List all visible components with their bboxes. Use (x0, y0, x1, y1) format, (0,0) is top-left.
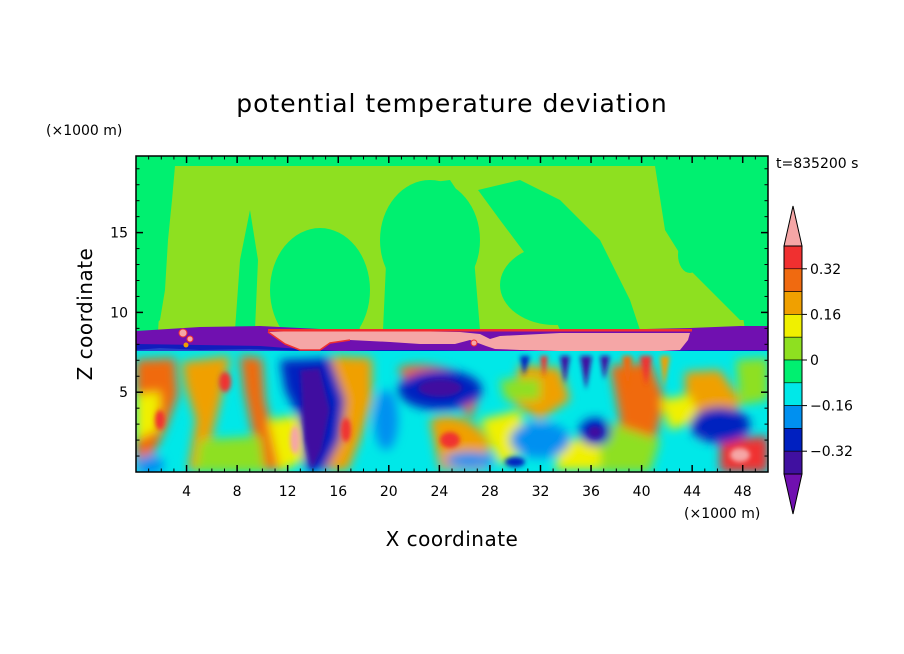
y-tick-label: 10 (110, 305, 128, 321)
x-unit-label: (×1000 m) (684, 506, 760, 522)
upper-negative-patches (136, 156, 768, 352)
colorbar-bin (783, 336, 803, 361)
colorbar-bin (783, 291, 803, 315)
y-axis-label: Z coordinate (73, 248, 97, 381)
colorbar-labels: 0.32 0.16 0 −0.16 −0.32 (802, 262, 853, 460)
y-tick-label: 15 (110, 226, 128, 242)
colorbar-extend-top (783, 205, 803, 247)
plot-field (136, 156, 768, 472)
colorbar-bin (783, 314, 803, 338)
chart-title: potential temperature deviation (236, 89, 667, 118)
colorbar-bin (783, 428, 803, 452)
x-tick-label: 32 (532, 484, 550, 500)
x-axis-label: X coordinate (386, 527, 519, 551)
x-tick-label: 8 (233, 484, 242, 500)
x-tick-label: 24 (430, 484, 448, 500)
colorbar-tick-label: 0 (810, 353, 819, 369)
colorbar (783, 205, 803, 515)
cap-outline (267, 331, 351, 351)
colorbar-bin (783, 405, 803, 429)
colorbar-bin (783, 245, 803, 270)
x-tick-label: 40 (633, 484, 651, 500)
colorbar-bin (783, 382, 803, 406)
colorbar-tick-label: −0.16 (810, 399, 853, 415)
colorbar-extend-bottom (783, 473, 803, 515)
x-tick-label: 12 (279, 484, 297, 500)
tropopause-eddies (178, 328, 478, 348)
x-tick-label: 44 (683, 484, 701, 500)
colorbar-bin (783, 450, 803, 475)
x-tick-label: 20 (380, 484, 398, 500)
time-label: t=835200 s (776, 156, 858, 172)
colorbar-tick-label: −0.32 (810, 444, 853, 460)
x-tick-label: 48 (734, 484, 752, 500)
lower-region (136, 351, 768, 472)
y-unit-label: (×1000 m) (46, 123, 122, 139)
colorbar-tick-label: 0.32 (810, 262, 841, 278)
cap-red-rim (268, 329, 692, 332)
y-tick-label: 5 (119, 385, 128, 401)
y-axis-ticks: 5 10 15 (110, 168, 768, 457)
colorbar-tick-label: 0.16 (810, 307, 841, 323)
x-tick-label: 28 (481, 484, 499, 500)
x-tick-label: 16 (329, 484, 347, 500)
colorbar-bin (783, 359, 803, 384)
tropopause-warm-cap (268, 330, 690, 352)
colorbar-bin (783, 268, 803, 292)
x-tick-label: 36 (582, 484, 600, 500)
x-tick-label: 4 (182, 484, 191, 500)
x-axis-ticks: 4 8 12 16 20 24 28 32 36 40 44 48 (148, 156, 756, 500)
